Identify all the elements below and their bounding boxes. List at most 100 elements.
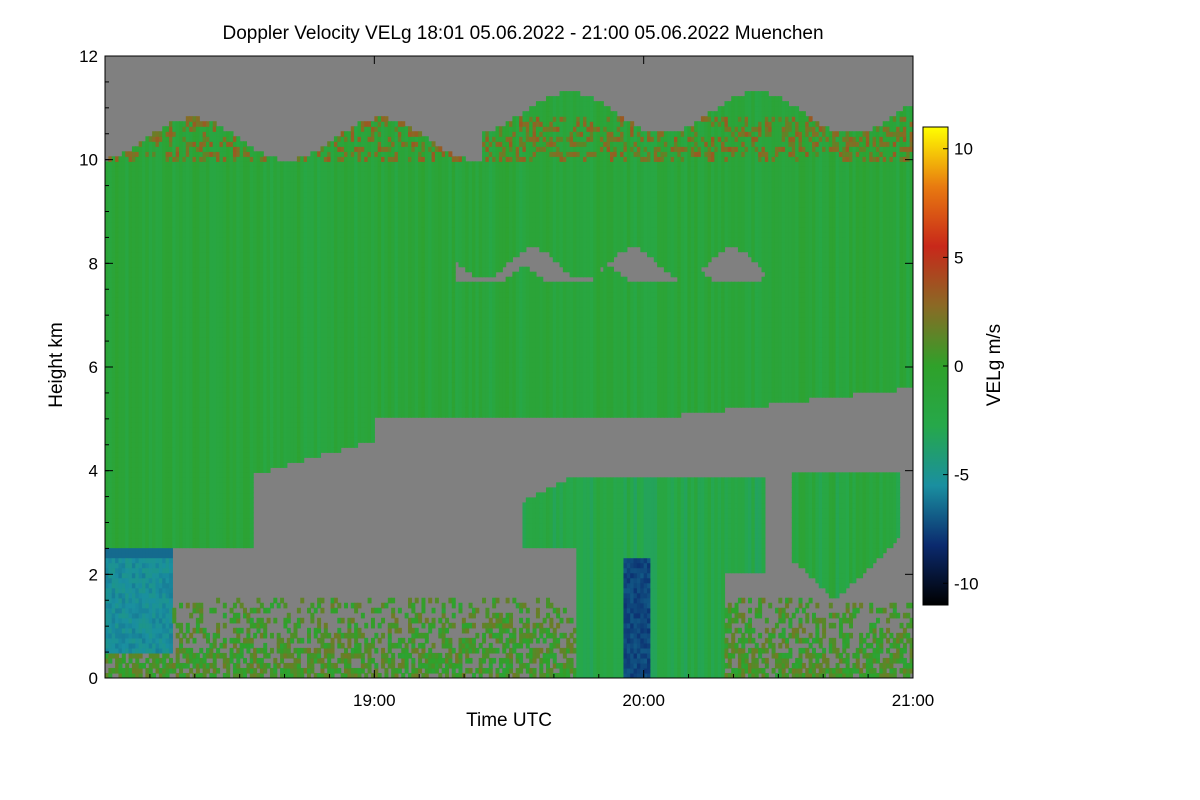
velocity-cell: [121, 387, 126, 393]
velocity-cell: [179, 637, 184, 644]
velocity-cell: [105, 351, 109, 358]
velocity-cell: [142, 296, 146, 303]
velocity-cell: [125, 662, 130, 669]
velocity-cell: [131, 321, 136, 328]
velocity-cell: [115, 417, 120, 423]
velocity-cell: [135, 402, 140, 408]
velocity-cell: [111, 276, 116, 283]
velocity-cell: [135, 437, 140, 443]
velocity-cell: [131, 356, 136, 363]
velocity-cell: [121, 657, 126, 664]
velocity-cell: [118, 291, 123, 298]
velocity-cell: [118, 236, 123, 243]
velocity-cell: [125, 542, 130, 549]
velocity-cell: [138, 472, 143, 478]
velocity-cell: [108, 417, 113, 423]
velocity-cell: [108, 382, 113, 388]
velocity-cell: [138, 552, 143, 559]
velocity-cell: [135, 382, 140, 388]
velocity-cell: [236, 597, 241, 604]
velocity-cell: [125, 537, 130, 544]
velocity-cell: [138, 301, 143, 308]
velocity-cell: [118, 547, 123, 554]
velocity-cell: [148, 557, 153, 564]
velocity-cell: [105, 206, 109, 213]
velocity-cell: [125, 477, 130, 483]
velocity-cell: [142, 407, 146, 413]
velocity-cell: [105, 196, 109, 203]
velocity-cell: [148, 612, 153, 619]
velocity-cell: [138, 141, 143, 147]
velocity-cell: [131, 387, 136, 393]
velocity-cell: [118, 181, 123, 188]
velocity-cell: [118, 577, 123, 584]
velocity-cell: [142, 472, 146, 478]
velocity-cell: [121, 467, 126, 473]
velocity-cell: [142, 432, 146, 438]
velocity-cell: [118, 397, 123, 403]
velocity-cell: [131, 527, 136, 534]
velocity-cell: [121, 171, 126, 177]
velocity-cell: [280, 597, 285, 604]
velocity-cell: [148, 161, 153, 167]
velocity-cell: [131, 482, 136, 488]
velocity-cell: [131, 266, 136, 273]
velocity-cell: [138, 522, 143, 529]
velocity-cell: [105, 502, 109, 509]
velocity-cell: [125, 637, 130, 644]
velocity-cell: [108, 587, 113, 594]
velocity-cell: [142, 176, 146, 183]
velocity-cell: [105, 437, 109, 443]
velocity-cell: [115, 487, 120, 494]
velocity-cell: [148, 367, 153, 373]
velocity-cell: [135, 467, 140, 473]
velocity-cell: [105, 642, 109, 649]
velocity-cell: [135, 542, 140, 549]
velocity-cell: [108, 607, 113, 614]
velocity-cell: [138, 231, 143, 238]
velocity-cell: [142, 301, 146, 308]
velocity-cell: [148, 341, 153, 348]
velocity-cell: [128, 487, 133, 494]
velocity-cell: [189, 632, 194, 639]
velocity-cell: [115, 196, 120, 203]
velocity-cell: [131, 612, 136, 619]
velocity-cell: [246, 632, 251, 639]
velocity-cell: [138, 562, 143, 569]
velocity-cell: [142, 311, 146, 318]
velocity-cell: [128, 367, 133, 373]
velocity-cell: [111, 537, 116, 544]
velocity-cell: [145, 316, 150, 323]
velocity-cell: [118, 296, 123, 303]
velocity-cell: [128, 637, 133, 644]
velocity-cell: [111, 487, 116, 494]
velocity-cell: [115, 602, 120, 609]
velocity-cell: [135, 477, 140, 483]
velocity-cell: [148, 502, 153, 509]
velocity-cell: [118, 637, 123, 644]
velocity-cell: [121, 236, 126, 243]
velocity-cell: [111, 281, 116, 288]
velocity-cell: [118, 622, 123, 629]
velocity-cell: [145, 442, 150, 448]
velocity-cell: [138, 346, 143, 353]
velocity-cell: [121, 402, 126, 408]
velocity-cell: [145, 402, 150, 408]
velocity-cell: [172, 607, 177, 614]
velocity-cell: [115, 296, 120, 303]
velocity-cell: [111, 652, 116, 659]
velocity-cell: [108, 622, 113, 629]
velocity-cell: [108, 372, 113, 378]
velocity-cell: [145, 276, 150, 283]
velocity-cell: [128, 161, 133, 167]
velocity-cell: [115, 662, 120, 669]
velocity-cell: [148, 361, 153, 368]
velocity-cell: [135, 537, 140, 544]
velocity-cell: [115, 336, 120, 343]
velocity-cell: [148, 382, 153, 388]
velocity-cell: [115, 617, 120, 624]
velocity-cell: [131, 296, 136, 303]
velocity-cell: [142, 447, 146, 453]
velocity-cell: [111, 226, 116, 233]
velocity-cell: [115, 266, 120, 273]
